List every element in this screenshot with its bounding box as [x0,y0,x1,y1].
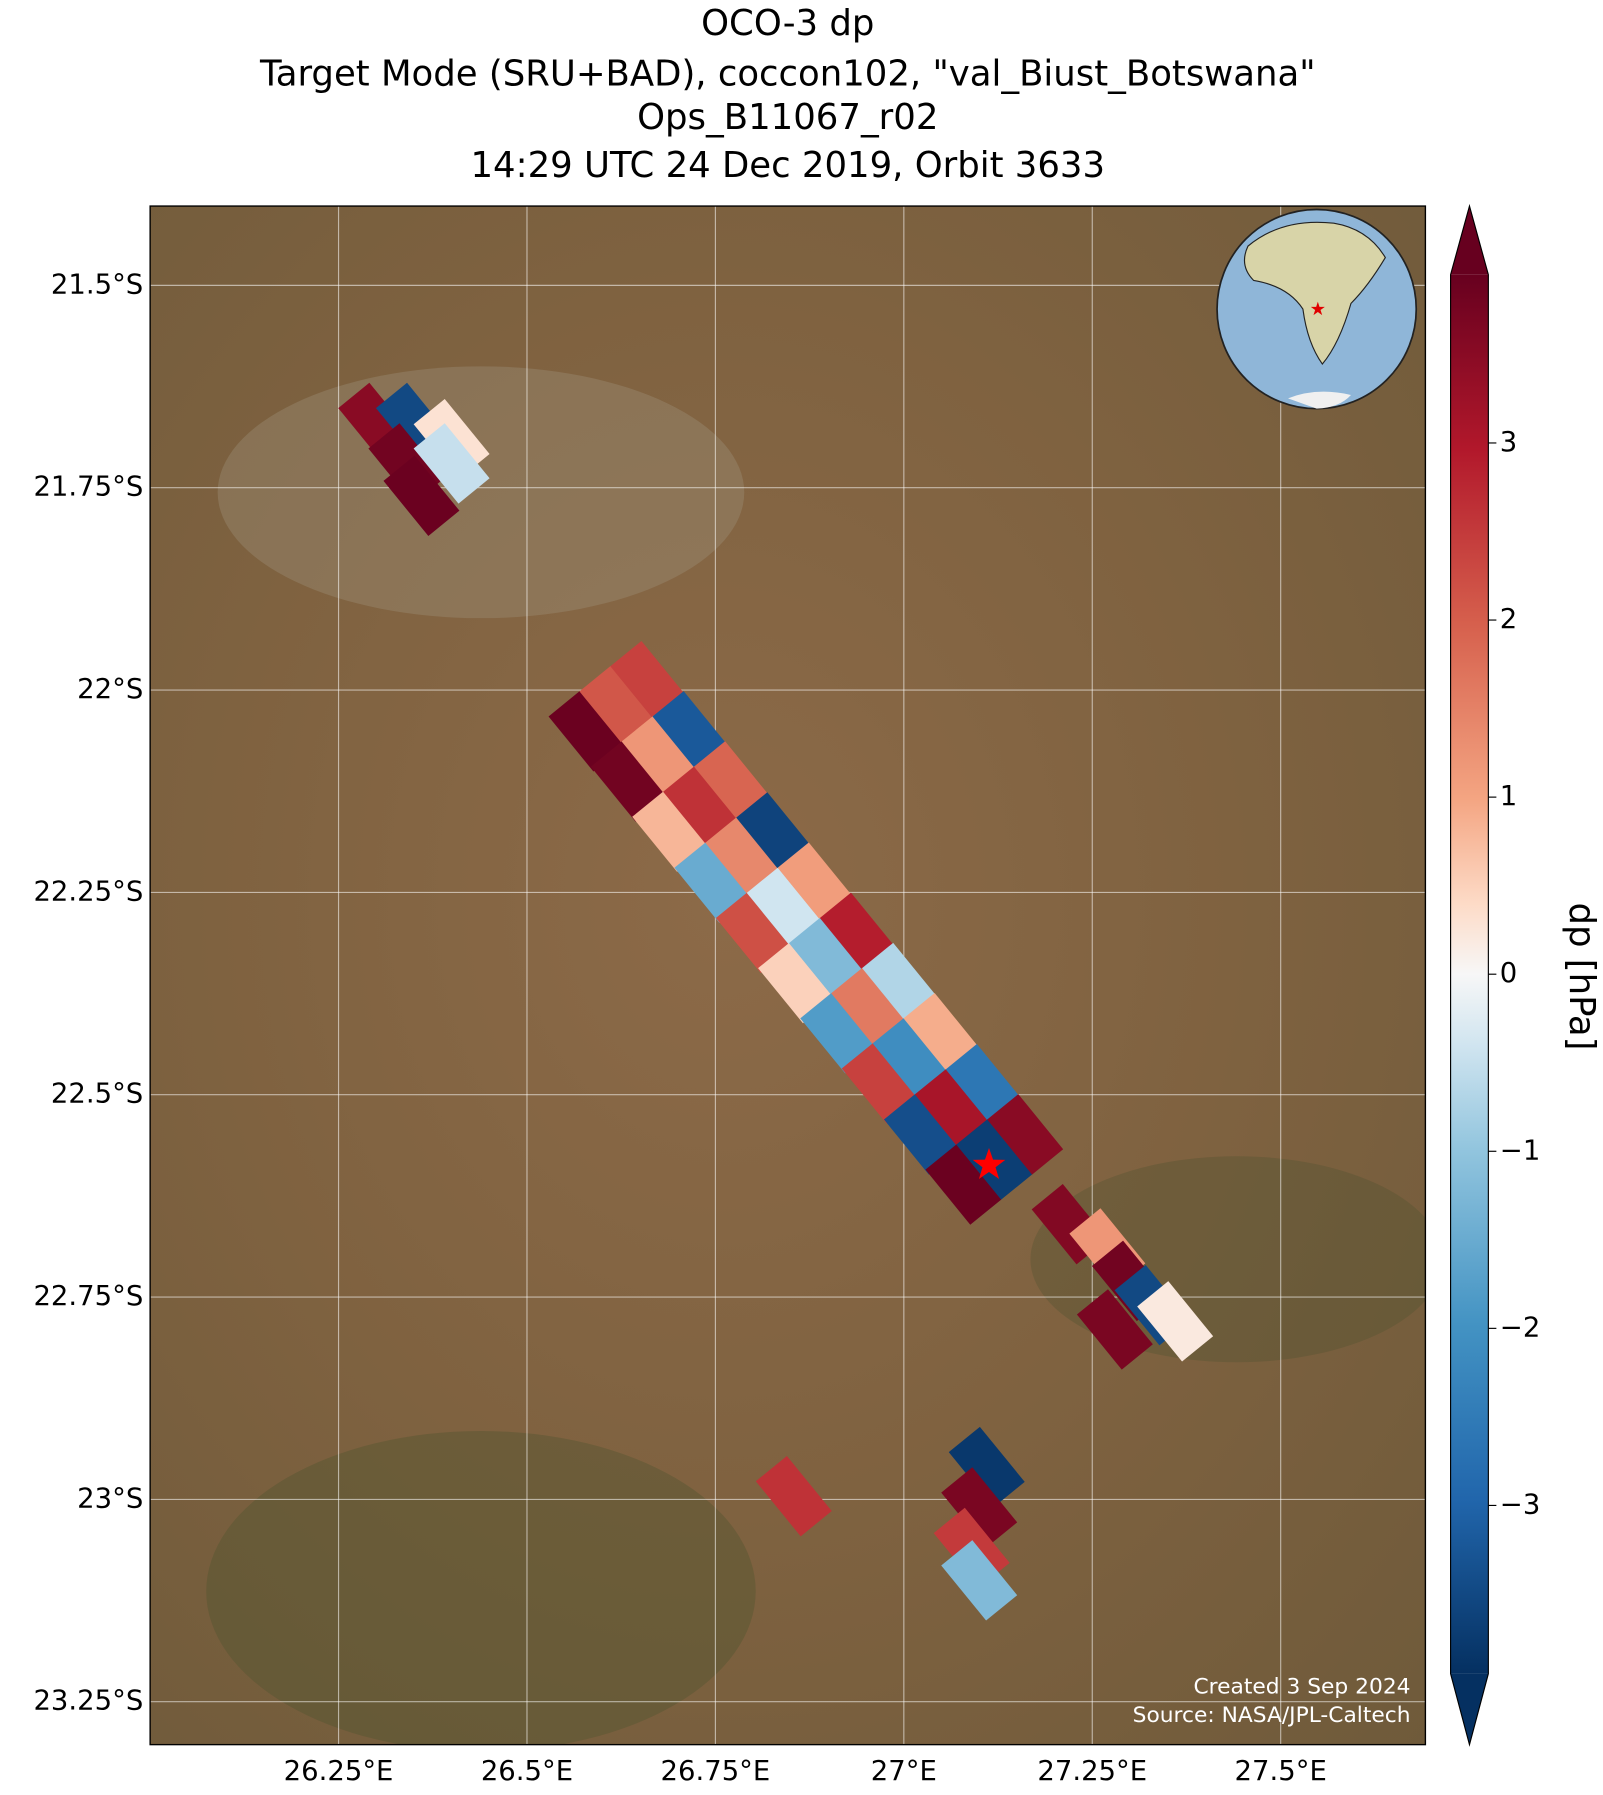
footprint [694,741,770,822]
footprint [1076,1289,1153,1370]
footprint [941,1467,1018,1548]
footprint [705,817,782,898]
colorbar-tick-label: 1 [1500,781,1517,812]
title-line: Target Mode (SRU+BAD), coccon102, "val_B… [259,54,1316,95]
footprint [862,942,939,1024]
colorbar-tick-label: −3 [1500,1489,1541,1520]
y-tick-label: 22.5°S [51,1079,143,1110]
colorbar-tick-label: 2 [1500,604,1517,635]
colorbar-tick-label: 3 [1500,427,1517,458]
footprint [663,766,740,847]
grid [150,206,1426,1745]
y-tick-label: 22.75°S [33,1281,143,1312]
colorbar-label: dp [hPa] [1561,902,1602,1050]
footprint [945,1044,1022,1125]
footprint [548,691,625,772]
footprint [621,716,698,797]
footprint [610,640,687,722]
map-frame [149,205,1427,1746]
footprint [674,842,751,923]
globe-ice [1288,391,1351,409]
footprint [903,993,980,1074]
globe-inset: ★ [1216,208,1418,410]
globe-star: ★ [1310,299,1326,320]
footprints [338,382,1214,1621]
y-tick-label: 22.25°S [33,876,143,907]
title-line: Ops_B11067_r02 [637,97,938,138]
footprint [800,993,877,1074]
footprint [788,917,865,999]
footprint [652,691,729,772]
y-tick-label: 23°S [77,1483,143,1514]
footprint [956,1119,1033,1200]
footprint [755,1455,832,1537]
x-tick-label: 27.25°E [1037,1756,1147,1787]
y-tick-label: 22°S [77,674,143,705]
pan-texture [217,366,745,619]
site-marker [972,1147,1006,1180]
footprint [777,842,854,923]
x-tick-label: 26.25°E [284,1756,394,1787]
y-tick-label: 21.5°S [51,269,143,300]
footprint [841,1043,918,1124]
footprint [1137,1281,1214,1362]
site-layer [972,1147,1006,1180]
x-tick-label: 26.5°E [481,1756,573,1787]
footprint [948,1426,1025,1508]
x-tick-label: 26.75°E [661,1756,771,1787]
footprint [383,455,460,537]
credit: Source: NASA/JPL-Caltech [1133,1703,1411,1728]
footprint [819,892,896,974]
footprint [590,741,667,822]
footprint [872,1018,949,1099]
colorbar-body [1450,274,1489,1674]
colorbar: 3 2 1 0 −1 −2 −3 [1450,203,1541,1747]
footprint [758,942,835,1024]
footprint [831,967,908,1049]
x-tick-label: 27°E [871,1756,937,1787]
map-area: ★ Created 3 Sep 2024 Source: NASA/JPL-Ca… [150,206,1426,1745]
footprint [883,1094,960,1175]
title-line: 14:29 UTC 24 Dec 2019, Orbit 3633 [470,145,1105,186]
colorbar-extend-max [1450,206,1489,275]
footprint [715,892,792,974]
footprint [941,1540,1018,1621]
y-tick-label: 23.25°S [33,1686,143,1717]
colorbar-tick-label: 0 [1500,958,1517,989]
colorbar-tick-label: −2 [1500,1312,1541,1343]
colorbar-frame [1450,203,1489,1747]
hills-texture [206,1431,756,1745]
footprint [736,792,813,873]
footprint [413,423,490,504]
colorbar-tick-label: −1 [1500,1135,1541,1166]
footprint [746,867,823,948]
footprint [632,791,709,872]
footprint [579,666,656,747]
x-tick-label: 27.5°E [1235,1756,1327,1787]
credit: Created 3 Sep 2024 [1194,1674,1411,1699]
footprint [914,1069,991,1150]
globe-land [1243,221,1387,365]
colorbar-extend-min [1450,1673,1489,1745]
axes: 26.25°E 26.5°E 26.75°E 27°E 27.25°E 27.5°E 21.… [33,269,1326,1787]
y-tick-label: 21.75°S [33,472,143,503]
footprint [987,1094,1064,1175]
footprint [925,1144,1002,1225]
title-line: OCO-3 dp [701,3,874,44]
